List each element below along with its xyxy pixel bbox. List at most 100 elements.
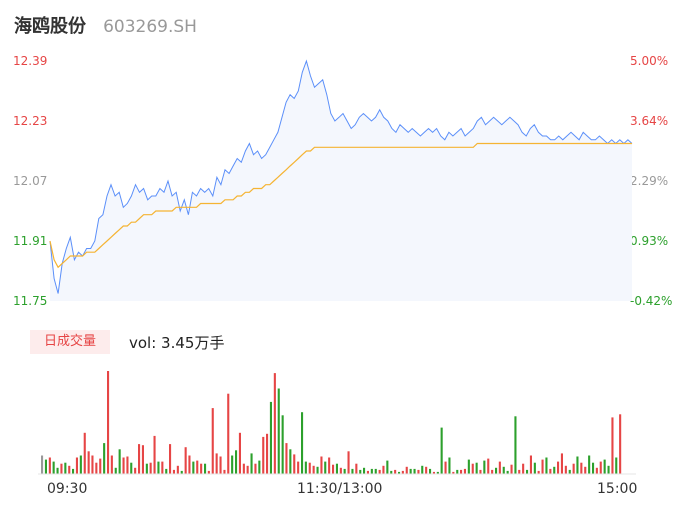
volume-bar	[242, 463, 245, 474]
volume-bar	[390, 470, 393, 474]
volume-bar	[91, 455, 94, 474]
volume-bar	[339, 467, 342, 474]
volume-bar	[79, 455, 82, 474]
volume-bar	[421, 465, 424, 474]
volume-bar	[72, 468, 75, 475]
volume-bar	[161, 461, 164, 474]
volume-bar	[347, 451, 350, 474]
volume-bar	[149, 462, 152, 474]
volume-bar	[281, 415, 284, 474]
volume-bar	[324, 461, 327, 474]
volume-bar	[432, 471, 435, 474]
volume-bar	[545, 457, 548, 474]
volume-bar	[405, 466, 408, 474]
volume-bar	[262, 436, 265, 474]
volume-bar	[41, 455, 44, 474]
volume-bar	[487, 458, 490, 474]
volume-bar	[382, 465, 385, 474]
volume-bar	[607, 465, 610, 474]
pct-tick-label: -0.42%	[630, 294, 673, 308]
volume-bar	[304, 461, 307, 474]
volume-bar	[118, 449, 121, 474]
volume-bar	[95, 462, 98, 474]
volume-bar	[592, 462, 595, 474]
volume-bar	[460, 469, 463, 474]
volume-bar	[312, 465, 315, 474]
volume-bar	[526, 469, 529, 474]
volume-bar	[374, 468, 377, 475]
volume-bar	[308, 462, 311, 474]
volume-bar	[130, 462, 133, 474]
volume-bar	[165, 468, 168, 475]
volume-bar	[456, 469, 459, 474]
volume-bar	[48, 457, 51, 474]
volume-bar	[103, 443, 106, 474]
volume-bar	[285, 443, 288, 474]
volume-bar	[293, 454, 296, 474]
volume-bar	[110, 455, 113, 474]
volume-bar	[475, 462, 478, 474]
volume-bar	[529, 455, 532, 474]
volume-bar	[269, 401, 272, 474]
volume-bar	[495, 467, 498, 474]
volume-bar	[196, 460, 199, 474]
volume-total: vol: 3.45万手	[129, 334, 225, 352]
volume-bar	[99, 458, 102, 474]
volume-bar	[246, 465, 249, 474]
volume-bar	[514, 416, 517, 474]
volume-bar	[83, 432, 86, 474]
volume-bar	[235, 450, 238, 474]
volume-bar	[557, 461, 560, 474]
volume-bar	[68, 465, 71, 474]
volume-bar	[363, 467, 366, 474]
volume-bar	[126, 456, 129, 474]
volume-bar	[134, 467, 137, 474]
volume-bar	[370, 468, 373, 475]
volume-bar	[200, 463, 203, 474]
volume-bar	[122, 457, 125, 474]
volume-bar	[153, 435, 156, 474]
volume-bar	[429, 468, 432, 475]
time-label-close: 15:00	[597, 481, 638, 497]
volume-bar	[619, 414, 622, 474]
volume-bar	[351, 468, 354, 475]
volume-bar	[491, 469, 494, 474]
volume-bar	[316, 466, 319, 474]
volume-bar	[176, 465, 179, 474]
volume-bar	[273, 373, 276, 474]
volume-bar	[366, 470, 369, 474]
volume-bar	[188, 455, 191, 474]
volume-bar	[56, 467, 59, 474]
average-price-line	[49, 142, 632, 269]
volume-bar	[537, 470, 540, 474]
volume-bar	[107, 371, 110, 474]
volume-bar	[157, 461, 160, 474]
price-area	[50, 61, 632, 301]
volume-bar	[238, 432, 241, 474]
volume-bar	[452, 471, 455, 474]
volume-bar	[145, 463, 148, 474]
volume-bar	[87, 451, 90, 474]
volume-bar	[471, 463, 474, 474]
volume-bar	[401, 470, 404, 474]
volume-bar	[335, 463, 338, 474]
volume-bar	[615, 457, 618, 474]
volume-bar	[219, 456, 222, 474]
volume-bar	[359, 469, 362, 474]
stock-name: 海鸥股份	[14, 16, 86, 37]
volume-bar	[413, 468, 416, 475]
stock-code: 603269.SH	[103, 17, 197, 37]
volume-bar	[138, 444, 141, 474]
volume-bar	[479, 469, 482, 474]
volume-bar	[584, 466, 587, 474]
volume-bar	[522, 463, 525, 474]
volume-bar	[204, 463, 207, 474]
chart-header: 海鸥股份 603269.SH	[14, 12, 197, 42]
volume-bar	[180, 470, 183, 474]
volume-bar	[394, 469, 397, 474]
volume-bar	[231, 455, 234, 474]
volume-bar	[448, 457, 451, 474]
volume-bar	[223, 469, 226, 474]
volume-bar	[320, 456, 323, 474]
volume-bar	[549, 468, 552, 475]
